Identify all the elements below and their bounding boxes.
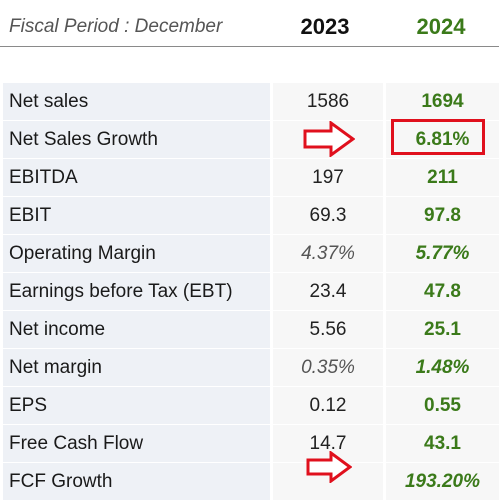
row-label: EPS — [3, 387, 270, 424]
table-row: Net income 5.56 25.1 — [3, 311, 499, 349]
row-label: Net Sales Growth — [3, 121, 270, 158]
value-2024: 5.77% — [386, 235, 499, 272]
value-2024: 47.8 — [386, 273, 499, 310]
table-row: Net margin 0.35% 1.48% — [3, 349, 499, 387]
year-2023-header: 2023 — [300, 14, 350, 39]
highlight-box-icon — [391, 119, 485, 155]
table-row: EBIT 69.3 97.8 — [3, 197, 499, 235]
value-2024: 25.1 — [386, 311, 499, 348]
table-row: Operating Margin 4.37% 5.77% — [3, 235, 499, 273]
value-2023: 4.37% — [273, 235, 383, 272]
table-row: Net sales 1586 1694 — [3, 83, 499, 121]
row-label: EBITDA — [3, 159, 270, 196]
value-2023: 0.12 — [273, 387, 383, 424]
value-2023: 14.7 — [273, 425, 383, 462]
table-row: Free Cash Flow 14.7 43.1 — [3, 425, 499, 463]
value-2024: 97.8 — [386, 197, 499, 234]
value-2024: 211 — [386, 159, 499, 196]
value-2023: 0.35% — [273, 349, 383, 386]
row-label: Earnings before Tax (EBT) — [3, 273, 270, 310]
value-2023: 197 — [273, 159, 383, 196]
row-label: Operating Margin — [3, 235, 270, 272]
value-2023: 1586 — [273, 83, 383, 120]
year-2024-header: 2024 — [416, 14, 466, 39]
row-label: Net income — [3, 311, 270, 348]
value-2023: 5.56 — [273, 311, 383, 348]
value-2024: 43.1 — [386, 425, 499, 462]
value-2024: 1.48% — [386, 349, 499, 386]
right-arrow-icon — [303, 121, 355, 157]
value-2024: 0.55 — [386, 387, 499, 424]
row-label: Free Cash Flow — [3, 425, 270, 462]
value-2024: 193.20% — [386, 463, 499, 500]
value-2024: 6.81% — [386, 121, 499, 158]
row-label: EBIT — [3, 197, 270, 234]
fiscal-period-label: Fiscal Period : December — [9, 16, 223, 37]
row-label: FCF Growth — [3, 463, 270, 500]
table-row: EBITDA 197 211 — [3, 159, 499, 197]
table-row: FCF Growth 193.20% — [3, 463, 499, 501]
table-row: EPS 0.12 0.55 — [3, 387, 499, 425]
value-2023: 69.3 — [273, 197, 383, 234]
row-label: Net margin — [3, 349, 270, 386]
table-header: Fiscal Period : December 2023 2024 — [0, 0, 499, 47]
value-2024: 1694 — [386, 83, 499, 120]
row-label: Net sales — [3, 83, 270, 120]
value-2023: 23.4 — [273, 273, 383, 310]
right-arrow-icon — [306, 451, 352, 483]
table-row: Earnings before Tax (EBT) 23.4 47.8 — [3, 273, 499, 311]
table-row: Net Sales Growth 6.81% — [3, 121, 499, 159]
